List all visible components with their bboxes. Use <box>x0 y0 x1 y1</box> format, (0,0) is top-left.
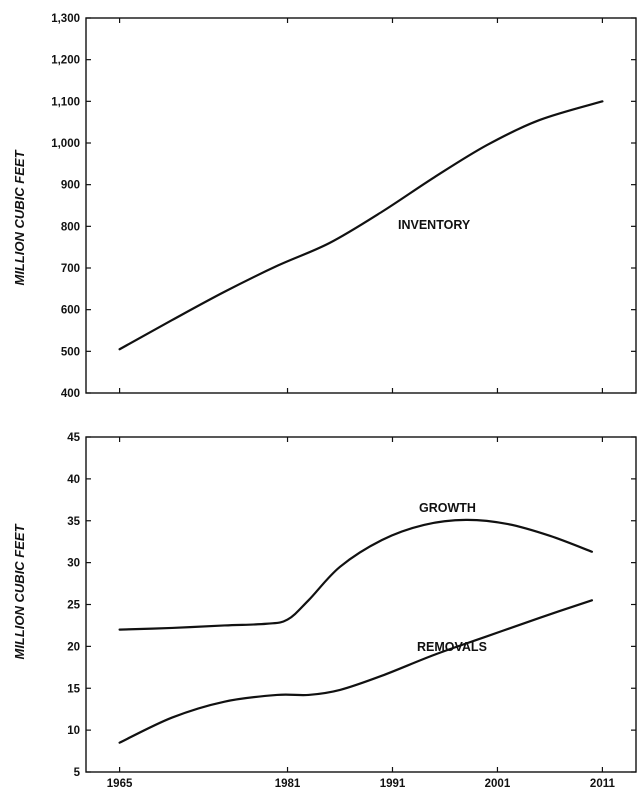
inventory-y-tick-label: 900 <box>61 180 80 192</box>
growth-removals-y-axis-label: MILLION CUBIC FEET <box>12 523 27 659</box>
inventory-y-tick-label: 800 <box>61 221 80 233</box>
growth-removals-y-tick-label: 35 <box>67 516 80 528</box>
growth-removals-y-tick-label: 20 <box>67 641 80 653</box>
inventory-y-tick-label: 500 <box>61 346 80 358</box>
inventory-y-tick-label: 1,300 <box>51 13 80 25</box>
growth-removals-y-tick-label: 15 <box>67 683 80 695</box>
growth-removals-y-tick-label: 40 <box>67 474 80 486</box>
growth-series-line <box>118 518 594 631</box>
inventory-series-label: INVENTORY <box>398 218 471 232</box>
growth-removals-plot-frame <box>85 436 637 773</box>
inventory-y-tick-label: 400 <box>61 388 80 400</box>
inventory-plot-frame <box>85 17 637 394</box>
inventory-y-tick-label: 1,200 <box>51 55 80 67</box>
removals-series-label: REMOVALS <box>417 640 487 654</box>
growth-removals-x-tick-label: 1965 <box>107 778 133 790</box>
growth-removals-y-tick-label: 30 <box>67 558 80 570</box>
inventory-y-tick-label: 1,000 <box>51 138 80 150</box>
growth-removals-x-tick-label: 1991 <box>380 778 406 790</box>
growth-removals-x-tick-label: 1981 <box>275 778 301 790</box>
inventory-panel: 400 500 600 700 800 900 1,000 1,100 1,200 1,300 MI… <box>12 13 637 400</box>
growth-removals-x-tick-label: 2001 <box>485 778 511 790</box>
growth-removals-y-tick-label: 10 <box>67 725 80 737</box>
growth-removals-panel: 5 10 15 20 25 30 35 40 45 1965 1981 1991 2001 2011 MIL… <box>12 432 637 790</box>
inventory-y-tick-label: 1,100 <box>51 96 80 108</box>
inventory-y-axis-label: MILLION CUBIC FEET <box>12 149 27 285</box>
removals-series-line <box>118 599 594 744</box>
inventory-series-line <box>118 100 604 351</box>
growth-removals-y-tick-label: 5 <box>74 767 81 779</box>
growth-removals-y-tick-label: 25 <box>67 600 80 612</box>
growth-series-label: GROWTH <box>419 501 476 515</box>
growth-removals-y-tick-label: 45 <box>67 432 80 444</box>
inventory-y-tick-label: 700 <box>61 263 80 275</box>
inventory-y-tick-label: 600 <box>61 305 80 317</box>
growth-removals-x-tick-label: 2011 <box>590 778 616 790</box>
